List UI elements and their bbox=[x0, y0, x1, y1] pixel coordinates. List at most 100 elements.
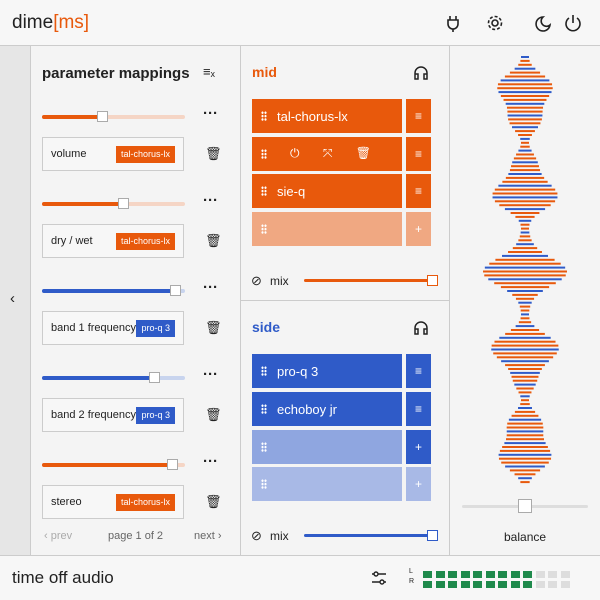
slider-fill[interactable] bbox=[42, 115, 102, 119]
next-button[interactable]: next › bbox=[194, 530, 222, 542]
slider-knob[interactable] bbox=[167, 459, 178, 470]
wave-bar bbox=[519, 235, 531, 238]
wave-bar bbox=[497, 83, 553, 86]
wave-bar bbox=[513, 157, 537, 160]
settings-icon[interactable] bbox=[371, 570, 387, 586]
mapping-box: dry / wet tal-chorus-lx bbox=[42, 224, 184, 258]
wave-bar bbox=[518, 134, 532, 136]
slider-fill[interactable] bbox=[42, 289, 175, 293]
more-button[interactable]: ··· bbox=[203, 192, 218, 209]
delete-button[interactable]: 🗑 bbox=[205, 146, 222, 161]
wave-bar bbox=[484, 274, 566, 277]
meter-cell bbox=[510, 571, 520, 578]
collapse-strip[interactable] bbox=[0, 46, 31, 555]
plugin-slot[interactable]: tal-chorus-lx bbox=[252, 99, 402, 133]
collapse-arrow[interactable]: ‹ bbox=[10, 290, 15, 307]
drag-grip[interactable] bbox=[261, 442, 267, 452]
meter-cell bbox=[473, 571, 482, 578]
wave-bar bbox=[492, 196, 558, 199]
meter-cell bbox=[548, 581, 557, 588]
mix-slider[interactable] bbox=[304, 534, 432, 537]
headphones[interactable] bbox=[413, 319, 429, 335]
plugin-slot[interactable] bbox=[252, 467, 402, 501]
header-icons[interactable] bbox=[440, 12, 590, 34]
more-button[interactable]: ··· bbox=[203, 105, 218, 122]
slider-fill[interactable] bbox=[42, 463, 172, 467]
wave-bar bbox=[515, 325, 535, 328]
plugin-slot[interactable] bbox=[252, 430, 402, 464]
mix-knob[interactable] bbox=[427, 275, 438, 286]
slider-fill[interactable] bbox=[42, 376, 154, 380]
slot-actions[interactable]: ⏻ ⤧ 🗑 bbox=[290, 146, 371, 160]
slider-knob[interactable] bbox=[170, 285, 181, 296]
slider-knob[interactable] bbox=[149, 372, 160, 383]
drag-grip[interactable] bbox=[261, 366, 267, 376]
plugin-slot[interactable]: echoboy jr bbox=[252, 392, 402, 426]
drag-grip[interactable] bbox=[261, 404, 267, 414]
slider-track[interactable] bbox=[42, 115, 185, 119]
wave-bar bbox=[498, 91, 552, 94]
delete-button[interactable]: 🗑 bbox=[205, 320, 222, 335]
wave-bar bbox=[484, 266, 566, 269]
meter-cell bbox=[448, 581, 457, 588]
more-button[interactable]: ··· bbox=[203, 453, 218, 470]
more-button[interactable]: ··· bbox=[203, 279, 218, 296]
delete-button[interactable]: 🗑 bbox=[205, 233, 222, 248]
drag-grip[interactable] bbox=[261, 479, 267, 489]
balance-knob[interactable] bbox=[518, 499, 532, 513]
link-icon[interactable]: ⊘ bbox=[251, 528, 262, 543]
add-button[interactable]: + bbox=[406, 467, 431, 501]
wave-bar bbox=[521, 313, 529, 316]
delete-button[interactable]: 🗑 bbox=[205, 407, 222, 422]
mapping-label: band 2 frequency bbox=[51, 409, 137, 421]
meter-left-label: L bbox=[409, 568, 413, 575]
add-button[interactable]: + bbox=[406, 430, 431, 464]
plugin-slot[interactable]: sie-q bbox=[252, 174, 402, 208]
drag-grip[interactable] bbox=[261, 186, 267, 196]
balance-label: balance bbox=[504, 530, 547, 544]
plugin-slot[interactable]: ⏻ ⤧ 🗑 bbox=[252, 137, 402, 171]
meter-cell bbox=[448, 571, 457, 578]
wave-bar bbox=[508, 173, 542, 175]
wave-bar bbox=[493, 352, 557, 355]
wave-bar bbox=[501, 360, 549, 363]
drag-grip[interactable] bbox=[261, 111, 267, 121]
link-icon[interactable]: ⊘ bbox=[251, 273, 262, 288]
mapping-box: stereo tal-chorus-lx bbox=[42, 485, 184, 519]
clear-icon[interactable]: ≡ₓ bbox=[203, 64, 215, 79]
wave-bar bbox=[507, 110, 543, 113]
wave-bar bbox=[511, 414, 539, 417]
slider-knob[interactable] bbox=[118, 198, 129, 209]
drag-grip[interactable] bbox=[261, 224, 267, 234]
wave-bar bbox=[516, 153, 534, 156]
menu-button[interactable]: ≡ bbox=[406, 392, 431, 426]
slider-knob[interactable] bbox=[97, 111, 108, 122]
menu-button[interactable]: ≡ bbox=[406, 137, 431, 171]
mix-knob[interactable] bbox=[427, 530, 438, 541]
wave-bar bbox=[491, 344, 559, 347]
wave-bar bbox=[507, 290, 543, 292]
waveform bbox=[483, 56, 567, 484]
mapping-label: volume bbox=[51, 148, 87, 160]
menu-button[interactable]: ≡ bbox=[406, 174, 431, 208]
mix-slider[interactable] bbox=[304, 279, 432, 282]
plugin-slot[interactable]: pro-q 3 bbox=[252, 354, 402, 388]
more-button[interactable]: ··· bbox=[203, 366, 218, 383]
mapping-label: dry / wet bbox=[51, 235, 93, 247]
plugin-tag: tal-chorus-lx bbox=[115, 494, 175, 511]
prev-button[interactable]: ‹ prev bbox=[44, 530, 73, 542]
meter-cell bbox=[535, 581, 545, 588]
menu-button[interactable]: ≡ bbox=[406, 354, 431, 388]
wave-bar bbox=[505, 364, 545, 367]
delete-button[interactable]: 🗑 bbox=[205, 494, 222, 509]
meter-cell bbox=[423, 571, 432, 578]
wave-bar bbox=[489, 262, 561, 265]
slider-fill[interactable] bbox=[42, 202, 123, 206]
wave-bar bbox=[509, 71, 541, 74]
menu-button[interactable]: ≡ bbox=[406, 99, 431, 133]
meter-cell bbox=[460, 581, 470, 588]
plugin-slot[interactable] bbox=[252, 212, 402, 246]
headphones[interactable] bbox=[413, 64, 429, 80]
add-button[interactable]: + bbox=[406, 212, 431, 246]
drag-grip[interactable] bbox=[261, 149, 267, 159]
